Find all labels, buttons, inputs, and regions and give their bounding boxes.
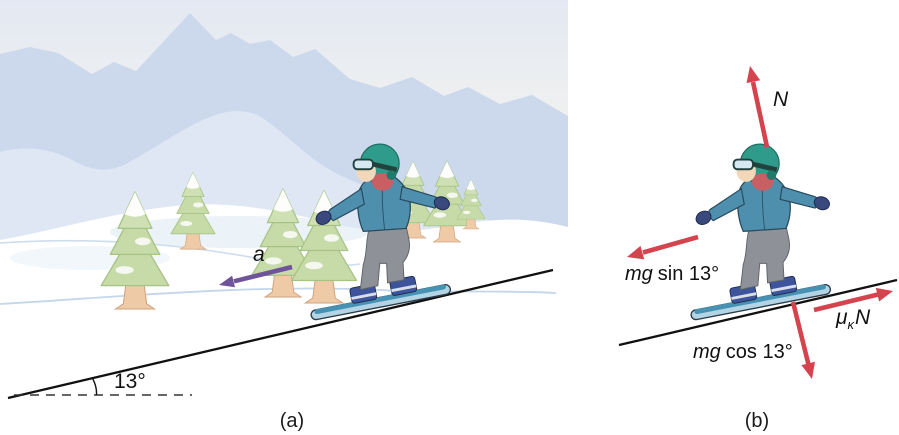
angle-label: 13° bbox=[114, 370, 146, 393]
panel-a-caption: (a) bbox=[280, 410, 304, 432]
friction-label: μκN bbox=[835, 306, 871, 332]
snowboarder-figure-b bbox=[686, 143, 833, 322]
acceleration-arrow bbox=[219, 264, 293, 288]
gravity-parallel-arrow bbox=[627, 234, 699, 260]
acceleration-label: a bbox=[253, 243, 265, 266]
gravity-perpendicular-label: mg cos 13° bbox=[693, 341, 793, 363]
gravity-perpendicular-arrow bbox=[790, 301, 815, 379]
snow-patch bbox=[110, 216, 370, 248]
snow-contour-line bbox=[0, 287, 557, 305]
panel-a-scene: a 13° (a) bbox=[0, 0, 568, 432]
gravity-parallel-label: mg sin 13° bbox=[625, 263, 719, 285]
normal-force-label: N bbox=[773, 88, 789, 111]
normal-force-arrow bbox=[746, 66, 770, 148]
friction-arrow bbox=[813, 287, 893, 313]
angle-arc bbox=[91, 377, 98, 396]
panel-b-caption: (b) bbox=[745, 410, 769, 432]
slope-line-a bbox=[7, 268, 554, 400]
slope-line-b bbox=[618, 278, 898, 347]
panel-b-diagram: N mg sin 13° μκN mg cos 13° (b) bbox=[618, 66, 898, 432]
